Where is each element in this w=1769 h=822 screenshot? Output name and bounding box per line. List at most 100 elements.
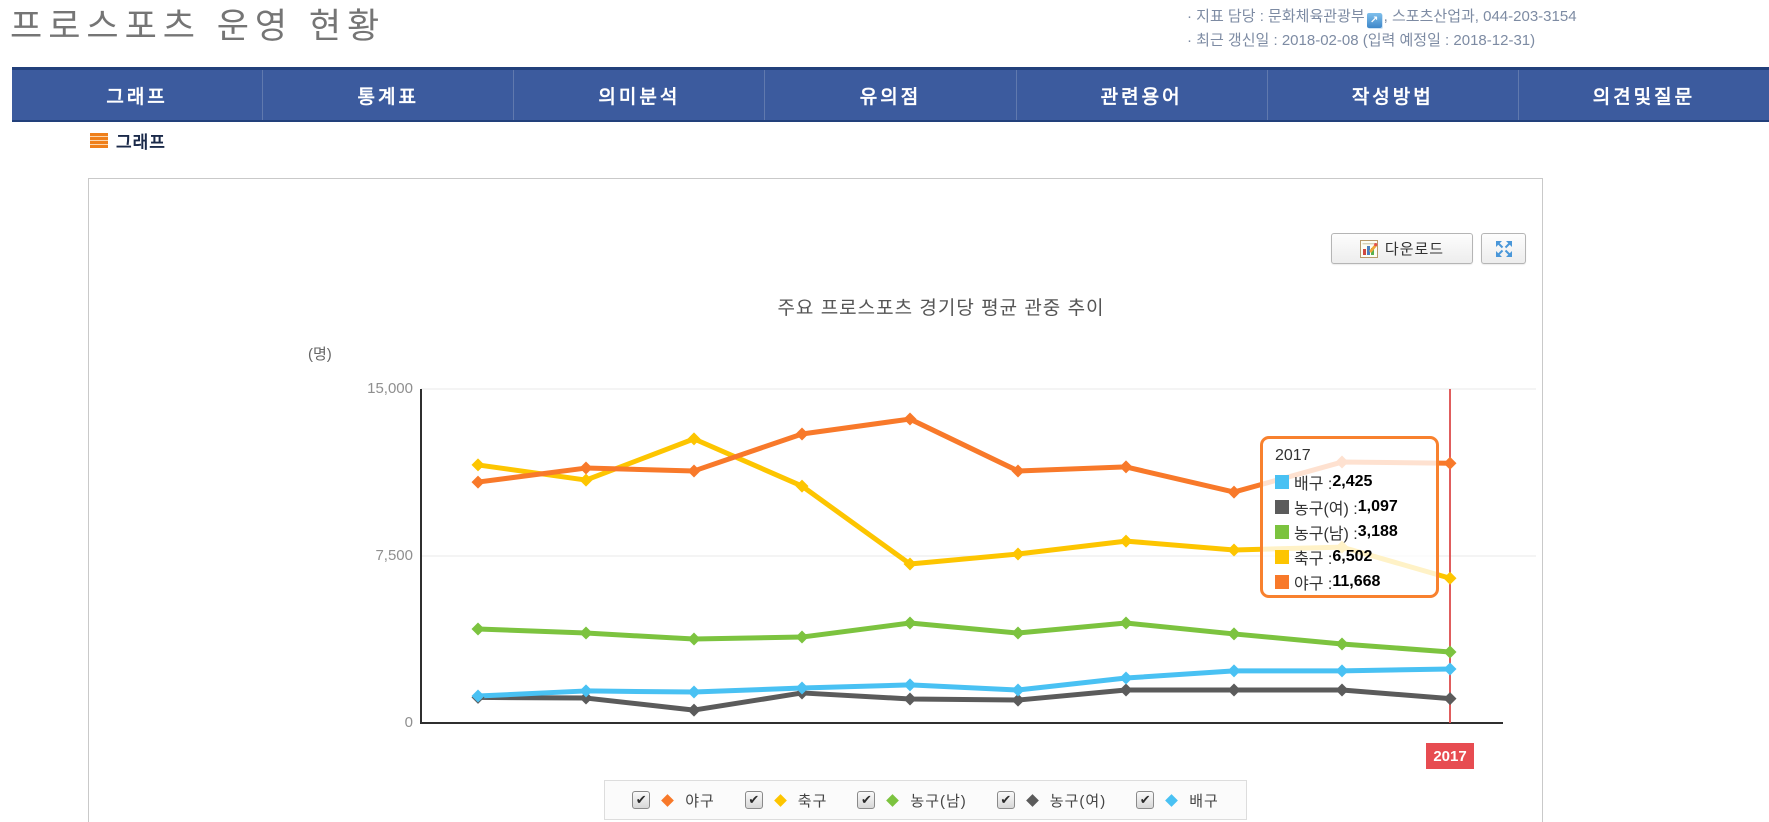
marker-축구-2011[interactable] [795, 479, 809, 493]
marker-축구-2010[interactable] [687, 432, 701, 446]
marker-농구(남)-2012[interactable] [903, 616, 917, 630]
marker-야구-2009[interactable] [579, 461, 593, 475]
legend-marker-농구(남) [886, 793, 900, 807]
tooltip-label: 배구 : [1294, 475, 1333, 493]
highlight-year-badge: 2017 [1426, 743, 1474, 769]
marker-야구-2008[interactable] [471, 475, 485, 489]
ministry-link[interactable]: 문화체육관광부 [1268, 8, 1365, 25]
y-tick-7,500: 7,500 [375, 547, 413, 564]
marker-축구-2017[interactable] [1443, 571, 1457, 585]
tooltip-label: 농구(여) : [1294, 500, 1358, 518]
marker-축구-2013[interactable] [1011, 547, 1025, 561]
tab-bar: 그래프 통계표 의미분석 유의점 관련용어 작성방법 의견및질문 [12, 67, 1769, 122]
marker-농구(여)-2014[interactable] [1119, 683, 1133, 697]
marker-배구-2017[interactable] [1443, 662, 1457, 676]
series-line-농구(여) [475, 687, 1453, 713]
legend-label-야구: 야구 [685, 792, 715, 810]
list-icon [90, 133, 108, 148]
marker-야구-2015[interactable] [1227, 485, 1241, 499]
marker-배구-2008[interactable] [471, 689, 485, 703]
y-tick-15,000: 15,000 [367, 380, 413, 397]
marker-농구(남)-2014[interactable] [1119, 616, 1133, 630]
tooltip-label: 축구 : [1294, 550, 1333, 568]
marker-야구-2017[interactable] [1443, 456, 1457, 470]
tooltip-value: 1,097 [1357, 497, 1398, 515]
tab-관련용어[interactable]: 관련용어 [1015, 70, 1267, 120]
series-line-농구(남) [475, 620, 1453, 655]
tooltip-value: 3,188 [1357, 522, 1398, 540]
tooltip-row-농구(여): 농구(여) : 1,097 [1275, 494, 1424, 519]
marker-축구-2009[interactable] [579, 473, 593, 487]
tooltip-value: 2,425 [1332, 472, 1373, 490]
tab-작성방법[interactable]: 작성방법 [1266, 70, 1518, 120]
marker-농구(여)-2017[interactable] [1443, 692, 1457, 706]
legend-item-축구: ✔ 축구 [744, 790, 828, 811]
marker-농구(남)-2011[interactable] [795, 630, 809, 644]
tab-그래프[interactable]: 그래프 [106, 86, 168, 108]
marker-농구(남)-2009[interactable] [579, 626, 593, 640]
tab-통계표[interactable]: 통계표 [262, 70, 513, 120]
legend-label-농구(남): 농구(남) [910, 792, 967, 810]
marker-농구(남)-2010[interactable] [687, 632, 701, 646]
marker-배구-2016[interactable] [1335, 664, 1349, 678]
legend-checkbox-배구[interactable]: ✔ [1136, 791, 1155, 809]
legend-checkbox-야구[interactable]: ✔ [632, 791, 651, 809]
tooltip-swatch-야구 [1275, 574, 1289, 589]
indicator-meta: · 지표 담당 : 문화체육관광부 ↗, 스포츠산업과, 044-203-3154… [1187, 5, 1769, 53]
marker-축구-2015[interactable] [1227, 543, 1241, 557]
marker-축구-2008[interactable] [471, 458, 485, 472]
line-chart[interactable] [381, 341, 1541, 741]
marker-농구(여)-2010[interactable] [687, 703, 701, 717]
legend-marker-야구 [661, 793, 675, 807]
marker-농구(남)-2017[interactable] [1443, 645, 1457, 659]
tooltip-swatch-축구 [1275, 549, 1289, 564]
section-header: 그래프 [90, 128, 166, 153]
expand-button[interactable] [1481, 233, 1526, 264]
meta-line-updated: · 최근 갱신일 : 2018-02-08 (입력 예정일 : 2018-12-… [1187, 32, 1536, 49]
legend-checkbox-농구(여)[interactable]: ✔ [996, 791, 1015, 809]
marker-배구-2009[interactable] [579, 684, 593, 698]
marker-농구(남)-2015[interactable] [1227, 627, 1241, 641]
marker-배구-2011[interactable] [795, 681, 809, 695]
marker-야구-2013[interactable] [1011, 464, 1025, 478]
marker-야구-2011[interactable] [795, 427, 809, 441]
marker-농구(여)-2015[interactable] [1227, 683, 1241, 697]
marker-배구-2010[interactable] [687, 685, 701, 699]
legend-checkbox-축구[interactable]: ✔ [744, 791, 763, 809]
marker-배구-2012[interactable] [903, 678, 917, 692]
marker-축구-2012[interactable] [903, 557, 917, 571]
marker-축구-2014[interactable] [1119, 534, 1133, 548]
tooltip-row-축구: 축구 : 6,502 [1275, 544, 1424, 569]
legend-checkbox-농구(남)[interactable]: ✔ [857, 791, 876, 809]
external-link-icon[interactable]: ↗ [1366, 13, 1382, 28]
tab-의견및질문[interactable]: 의견및질문 [1517, 70, 1769, 120]
marker-농구(여)-2016[interactable] [1335, 683, 1349, 697]
marker-농구(남)-2016[interactable] [1335, 637, 1349, 651]
expand-icon [1495, 240, 1512, 257]
legend-item-배구: ✔ 배구 [1136, 790, 1219, 811]
tooltip-value: 11,668 [1332, 572, 1381, 590]
marker-야구-2012[interactable] [903, 412, 917, 426]
marker-농구(여)-2012[interactable] [903, 692, 917, 706]
marker-배구-2014[interactable] [1119, 671, 1133, 685]
marker-배구-2013[interactable] [1011, 683, 1025, 697]
chart-tooltip: 2017 배구 : 2,425 농구(여) : 1,097 농구(남) : 3,18… [1260, 436, 1439, 598]
legend-marker-배구 [1165, 793, 1179, 807]
legend-item-야구: ✔ 야구 [632, 790, 715, 811]
marker-농구(남)-2008[interactable] [471, 622, 485, 636]
legend-marker-농구(여) [1025, 793, 1039, 807]
tab-의미분석[interactable]: 의미분석 [513, 70, 764, 120]
legend-marker-축구 [773, 793, 787, 807]
tooltip-swatch-농구(여) [1275, 499, 1289, 514]
tab-유의점[interactable]: 유의점 [764, 70, 1015, 120]
tooltip-row-농구(남): 농구(남) : 3,188 [1275, 519, 1424, 544]
marker-농구(여)-2009[interactable] [579, 691, 593, 705]
marker-농구(남)-2013[interactable] [1011, 626, 1025, 640]
download-button[interactable]: 다운로드 [1331, 233, 1473, 264]
marker-야구-2014[interactable] [1119, 460, 1133, 474]
marker-야구-2010[interactable] [687, 464, 701, 478]
tooltip-swatch-배구 [1275, 474, 1289, 489]
marker-배구-2015[interactable] [1227, 664, 1241, 678]
marker-농구(여)-2013[interactable] [1011, 693, 1025, 707]
